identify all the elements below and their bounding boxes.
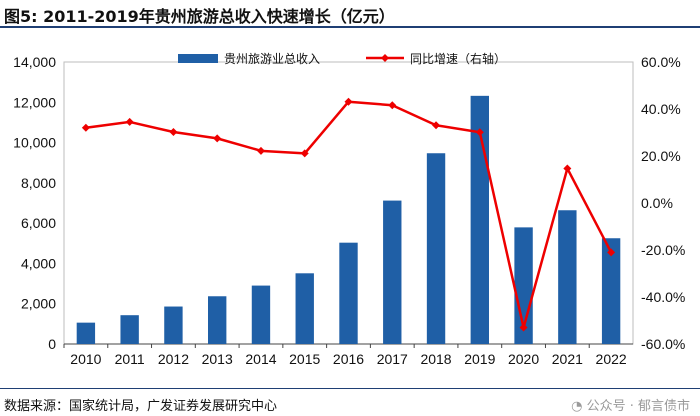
line-point	[169, 128, 178, 137]
watermark-text: 公众号 · 郁言债市	[586, 399, 690, 414]
line-point	[125, 117, 134, 126]
x-tick-label: 2014	[245, 351, 276, 367]
left-tick-label: 4,000	[21, 255, 56, 271]
x-tick-label: 2015	[289, 351, 320, 367]
left-tick-label: 12,000	[13, 94, 56, 110]
left-tick-label: 14,000	[13, 54, 56, 70]
line-point	[81, 123, 90, 132]
legend-swatch-bar	[178, 54, 218, 63]
combo-chart: 02,0004,0006,0008,00010,00012,00014,000 …	[13, 51, 685, 367]
line-point	[563, 164, 572, 173]
title-bar: 图5: 2011-2019年贵州旅游总收入快速增长（亿元）	[0, 0, 700, 28]
bar	[383, 200, 402, 344]
x-tick-label: 2012	[158, 351, 189, 367]
bar	[295, 273, 314, 344]
right-tick-label: 0.0%	[641, 195, 673, 211]
right-tick-label: 60.0%	[641, 54, 681, 70]
bar	[120, 315, 139, 344]
bar	[251, 285, 271, 344]
x-tick-label: 2013	[202, 351, 233, 367]
bar-series	[76, 95, 621, 344]
legend-marker-line	[381, 54, 389, 62]
bar	[339, 242, 358, 344]
x-tick-label: 2017	[377, 351, 408, 367]
line-point	[607, 248, 616, 257]
line-point	[256, 146, 265, 155]
bar	[558, 210, 577, 344]
line-point	[519, 323, 528, 332]
x-tick-label: 2022	[596, 351, 627, 367]
right-tick-label: 20.0%	[641, 148, 681, 164]
left-axis-ticks: 0 2,000 4,000 6,000 8,000 10,000 12,000 14,000	[13, 54, 56, 352]
right-tick-label: -20.0%	[641, 242, 685, 258]
line-point	[475, 128, 484, 137]
x-tick-label: 2010	[70, 351, 101, 367]
right-axis-ticks: -60.0% -40.0% -20.0% 0.0% 20.0% 40.0% 60.0%	[641, 54, 685, 352]
bar	[164, 306, 183, 344]
right-tick-label: -40.0%	[641, 289, 685, 305]
line-point	[344, 97, 353, 106]
x-tick-label: 2020	[508, 351, 539, 367]
bar	[76, 322, 96, 344]
legend-label-line: 同比增速（右轴）	[410, 51, 506, 66]
x-tick-label: 2018	[420, 351, 451, 367]
left-tick-label: 10,000	[13, 135, 56, 151]
chart-title: 图5: 2011-2019年贵州旅游总收入快速增长（亿元）	[4, 7, 395, 26]
x-tick-label: 2016	[333, 351, 364, 367]
left-tick-label: 2,000	[21, 296, 56, 312]
legend-label-bar: 贵州旅游业总收入	[224, 52, 320, 66]
left-tick-label: 6,000	[21, 215, 56, 231]
data-source: 数据来源：国家统计局，广发证券发展研究中心	[4, 399, 278, 414]
bar	[601, 238, 621, 344]
x-tick-label: 2021	[552, 351, 583, 367]
watermark: ◔ 公众号 · 郁言债市	[571, 395, 690, 414]
x-tick-label: 2011	[115, 351, 145, 367]
footer: 数据来源：国家统计局，广发证券发展研究中心 ◔ 公众号 · 郁言债市	[0, 388, 700, 416]
x-axis-ticks: 2010 2011 2012 2013 2014 2015 2016 2017 2018 2019…	[63, 344, 627, 367]
right-tick-label: 40.0%	[641, 101, 681, 117]
x-tick-label: 2019	[464, 351, 495, 367]
wechat-icon: ◔	[571, 399, 587, 414]
legend: 贵州旅游业总收入 同比增速（右轴）	[178, 51, 506, 66]
line-series	[81, 97, 616, 332]
line-point	[432, 121, 441, 130]
line-point	[213, 134, 222, 143]
left-tick-label: 0	[48, 336, 56, 352]
line-point	[388, 101, 397, 110]
left-tick-label: 8,000	[21, 175, 56, 191]
right-tick-label: -60.0%	[641, 336, 685, 352]
bar	[208, 296, 227, 344]
line-point	[300, 149, 309, 158]
bar	[426, 153, 446, 344]
